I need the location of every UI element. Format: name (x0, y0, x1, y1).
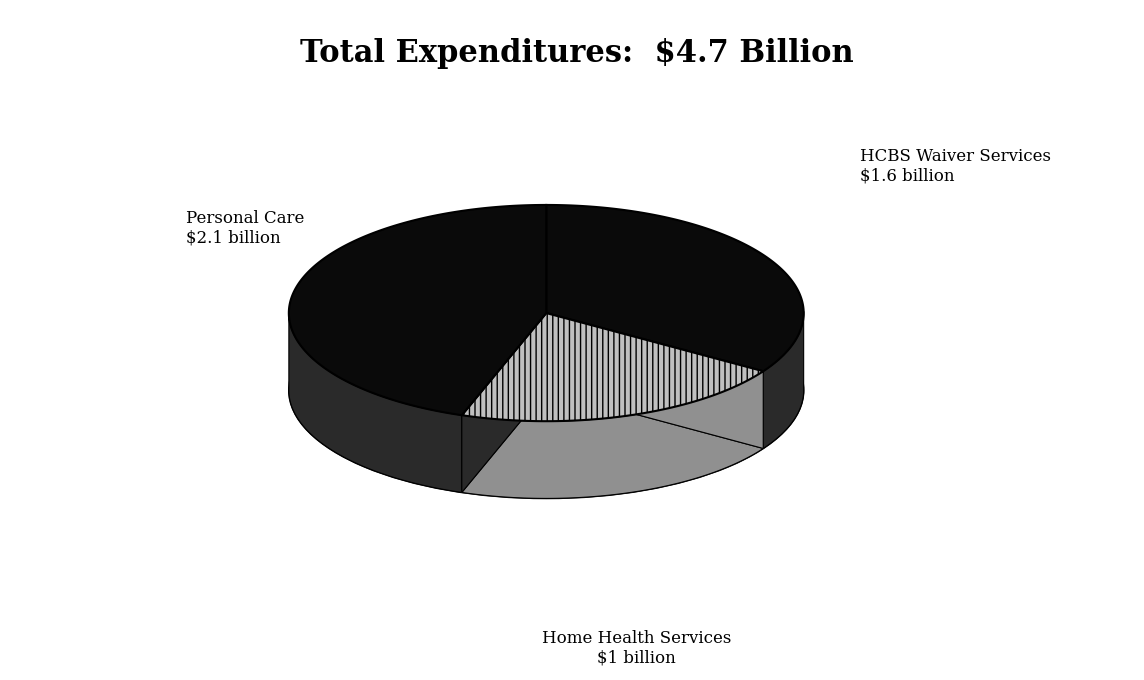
Text: Personal Care
$2.1 billion: Personal Care $2.1 billion (185, 210, 304, 246)
Polygon shape (546, 313, 763, 449)
Polygon shape (546, 313, 763, 449)
Polygon shape (462, 371, 763, 498)
Text: Total Expenditures:  $4.7 Billion: Total Expenditures: $4.7 Billion (300, 37, 855, 69)
Text: Home Health Services
$1 billion: Home Health Services $1 billion (541, 630, 731, 666)
Polygon shape (288, 311, 462, 492)
Polygon shape (288, 205, 546, 415)
Polygon shape (763, 311, 804, 449)
Polygon shape (462, 313, 546, 492)
Ellipse shape (288, 282, 804, 498)
Polygon shape (462, 313, 763, 421)
Polygon shape (462, 313, 546, 492)
Text: HCBS Waiver Services
$1.6 billion: HCBS Waiver Services $1.6 billion (860, 148, 1051, 185)
Polygon shape (546, 205, 804, 371)
